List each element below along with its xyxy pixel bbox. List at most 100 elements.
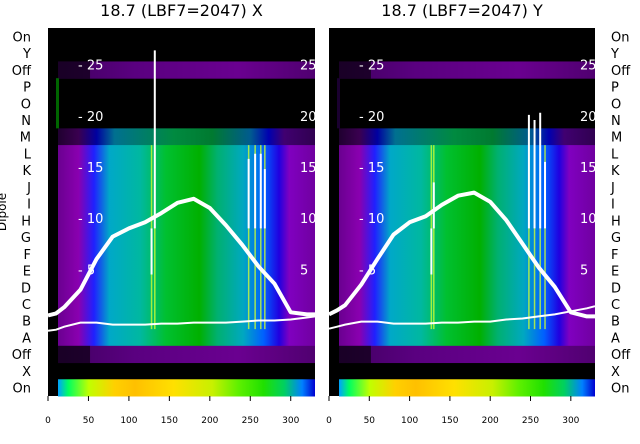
row-label-right: K [611,164,620,179]
heatmap-row [339,278,595,297]
heatmap-row [58,278,315,297]
row-label-left: N [21,114,31,129]
baseline-line [328,305,596,330]
x-tick-label: 200 [482,416,499,426]
overlay-y-tick-right: 10 [300,212,317,227]
panel-title: 18.7 (LBF7=2047) Y [381,1,543,20]
overlay-y-tick: - 10 [78,212,103,227]
edge-strip [56,78,59,129]
heatmap-row [339,295,595,313]
heatmap-row [58,145,315,163]
row-label-right: On [611,30,629,45]
row-label-right: J [610,181,615,196]
row-label-left: Y [22,47,31,62]
row-label-left: Off [12,64,32,79]
x-tick-label: 250 [242,416,259,426]
x-tick-label: 250 [522,416,539,426]
row-label-left: J [26,181,31,196]
row-label-right: L [611,147,619,162]
row-label-left: G [21,231,31,246]
row-label-right: B [611,315,620,330]
row-label-left: E [23,265,31,280]
overlay-y-tick-right: 5 [580,263,588,278]
overlay-y-tick: - 25 [359,59,384,74]
x-tick-label: 300 [562,416,579,426]
row-label-right: G [611,231,621,246]
row-label-left: On [13,30,31,45]
row-label-right: On [611,382,629,397]
overlay-y-tick-right: 20 [580,110,597,125]
x-tick-label: 0 [45,416,51,426]
heatmap-row [58,161,315,180]
row-label-left: F [24,248,31,263]
row-label-right: C [611,298,620,313]
row-label-left: A [22,331,31,346]
heatmap-row [58,329,315,347]
heatmap-row [58,195,315,213]
heatmap-row [58,345,315,364]
heatmap-row [58,128,315,146]
row-label-right: D [611,281,621,296]
heatmap-row [58,295,315,313]
overlay-y-tick: - 20 [78,110,103,125]
x-tick-label: 0 [326,416,332,426]
heatmap-row-shade [339,345,371,364]
overlay-y-tick: - 10 [359,212,384,227]
panel-y: 18.7 (LBF7=2047) Y- 5 5- 10 10- 15 15- 20 20… [326,1,596,426]
overlay-line [328,190,595,319]
row-label-right: A [611,331,620,346]
row-label-right: E [611,265,619,280]
row-label-right: P [611,81,619,96]
row-label-right: O [611,97,621,112]
row-label-right: X [611,365,620,380]
heatmap-row [339,61,595,79]
row-label-left: On [13,382,31,397]
heatmap-row [339,145,595,163]
row-label-right: Off [611,64,631,79]
row-label-left: K [22,164,31,179]
overlay-y-tick-right: 25 [580,59,597,74]
heatmap-row [339,262,595,280]
heatmap-row-shade [58,61,91,79]
overlay-y-tick-right: 25 [300,59,317,74]
panel-x: 18.7 (LBF7=2047) X- 5 5- 10 10- 15 15- 20 20… [45,1,316,426]
panel-title: 18.7 (LBF7=2047) X [100,1,263,20]
heatmap-row [339,329,595,347]
row-label-right: Off [611,348,631,363]
overlay-line [47,196,315,318]
heatmap-row [339,195,595,213]
row-label-right: M [611,131,622,146]
heatmap-row [58,262,315,280]
x-tick-label: 50 [83,416,95,426]
overlay-y-tick-right: 5 [300,263,308,278]
x-tick-label: 100 [401,416,418,426]
heatmap-row [339,161,595,180]
overlay-y-tick-right: 10 [580,212,597,227]
x-tick-label: 150 [161,416,178,426]
heatmap-row [58,228,315,246]
row-label-right: Y [610,47,619,62]
row-label-left: H [21,214,31,229]
overlay-y-tick-right: 20 [300,110,317,125]
heatmap-row [58,212,315,230]
row-label-right: N [611,114,621,129]
baseline-line [47,315,316,332]
overlay-y-tick: - 25 [78,59,103,74]
heatmap-row [58,61,315,79]
edge-strip [337,78,340,129]
x-tick-label: 50 [364,416,376,426]
overlay-y-tick: - 15 [359,161,384,176]
heatmap-row [339,228,595,246]
overlay-y-tick-right: 15 [300,161,317,176]
x-tick-label: 300 [282,416,299,426]
heatmap-row-shade [58,345,91,364]
row-label-left: L [24,147,32,162]
x-tick-label: 100 [120,416,137,426]
row-label-left: C [22,298,31,313]
x-tick-label: 150 [441,416,458,426]
heatmap-row [58,178,315,196]
row-label-left: D [21,281,31,296]
